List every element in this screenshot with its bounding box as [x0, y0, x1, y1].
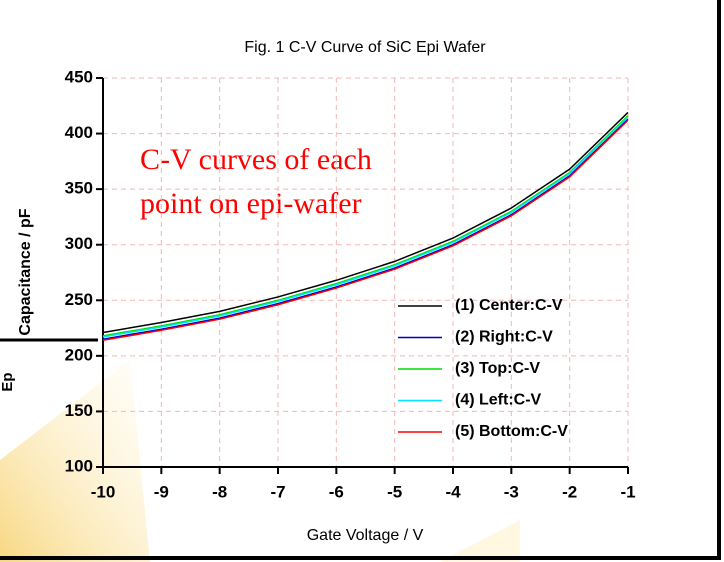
- x-axis-label: Gate Voltage / V: [307, 527, 424, 544]
- series-line: [102, 118, 629, 340]
- legend-label: (3) Top:C-V: [455, 360, 540, 377]
- y-tick-label: 200: [65, 345, 93, 364]
- annotation: point on epi-wafer: [140, 187, 362, 220]
- x-tick-label: -9: [154, 482, 169, 501]
- x-tick-label: -6: [329, 482, 344, 501]
- y-tick-label: 300: [65, 234, 93, 253]
- legend-label: (1) Center:C-V: [455, 297, 563, 314]
- annotation: C-V curves of each: [140, 143, 372, 176]
- x-tick-label: -2: [562, 482, 577, 501]
- legend-label: (4) Left:C-V: [455, 392, 542, 409]
- x-tick-label: -7: [270, 482, 285, 501]
- x-tick-label: -10: [91, 482, 116, 501]
- y-tick-label: 150: [65, 401, 93, 420]
- x-tick-label: -4: [445, 482, 461, 501]
- y-tick-label: 100: [65, 456, 93, 475]
- series-line: [102, 115, 629, 337]
- y-tick-label: 250: [65, 290, 93, 309]
- chart-title: Fig. 1 C-V Curve of SiC Epi Wafer: [244, 39, 486, 56]
- x-tick-label: -8: [212, 482, 227, 501]
- series-line: [102, 116, 629, 338]
- y-tick-label: 400: [65, 123, 93, 142]
- series-line: [102, 119, 629, 342]
- x-tick-label: -1: [620, 482, 635, 501]
- series-line: [102, 111, 629, 334]
- background-text: Ep: [0, 372, 16, 391]
- x-tick-label: -3: [504, 482, 519, 501]
- x-tick-label: -5: [387, 482, 402, 501]
- y-tick-label: 450: [65, 67, 93, 86]
- legend-label: (5) Bottom:C-V: [455, 423, 568, 440]
- decor-shape: [0, 360, 150, 562]
- legend-label: (2) Right:C-V: [455, 329, 553, 346]
- y-tick-label: 350: [65, 179, 93, 198]
- y-axis-label: Capacitance / pF: [17, 208, 34, 335]
- decor-shape: [440, 520, 520, 562]
